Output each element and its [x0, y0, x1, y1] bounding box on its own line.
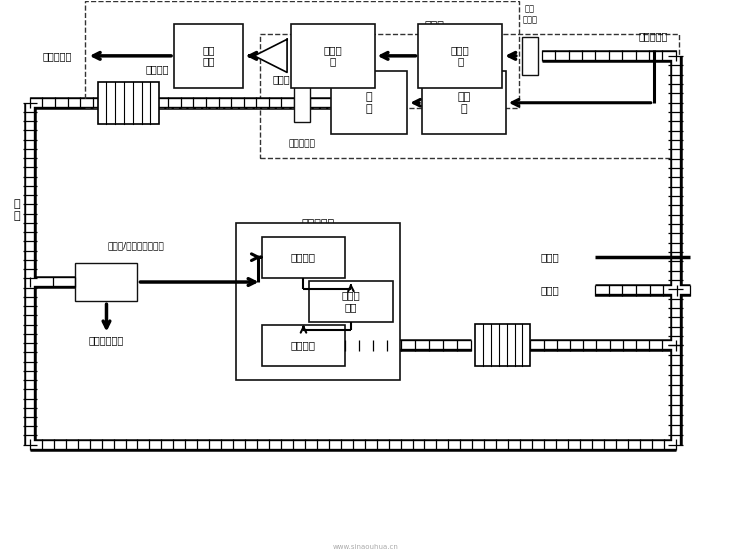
Polygon shape	[254, 39, 287, 72]
Bar	[422, 71, 506, 134]
Text: www.sinaouhua.cn: www.sinaouhua.cn	[333, 544, 398, 550]
Text: 光纤连接器: 光纤连接器	[289, 139, 316, 149]
Bar	[294, 84, 310, 122]
Text: 电信号输入: 电信号输入	[639, 32, 668, 41]
Text: 光纤合/分波器及代束器: 光纤合/分波器及代束器	[107, 242, 164, 251]
Text: 电信号输出: 电信号输出	[43, 51, 72, 61]
Bar	[262, 325, 346, 366]
Bar	[75, 263, 137, 301]
Bar	[475, 325, 531, 367]
Text: 光发端机: 光发端机	[145, 65, 170, 75]
Text: 光
源: 光 源	[366, 92, 373, 113]
Text: 信号
解调: 信号 解调	[202, 45, 215, 67]
Text: 接地保护设备: 接地保护设备	[89, 335, 124, 345]
Text: 电再生
电路: 电再生 电路	[341, 290, 360, 312]
Bar	[262, 237, 346, 278]
Bar	[98, 82, 159, 124]
Bar	[309, 280, 393, 322]
Text: 光调制器: 光调制器	[291, 341, 316, 351]
Text: 放大器: 放大器	[273, 74, 290, 84]
Bar	[260, 34, 679, 158]
Text: 光放大
器: 光放大 器	[451, 45, 470, 67]
Text: 发送端: 发送端	[425, 20, 444, 30]
Text: 光解调
器: 光解调 器	[323, 45, 342, 67]
Bar	[85, 1, 519, 108]
Text: 光纤
连接器: 光纤 连接器	[522, 5, 537, 24]
Text: 光
纤: 光 纤	[13, 200, 20, 221]
Bar	[174, 24, 243, 87]
Text: 接收端: 接收端	[308, 59, 328, 69]
Text: 光信号: 光信号	[541, 285, 559, 295]
Bar	[291, 24, 374, 87]
Bar	[418, 24, 502, 87]
Text: 再生中继器: 再生中继器	[301, 219, 335, 229]
Bar	[331, 71, 407, 134]
Bar	[523, 36, 539, 75]
Text: 电信号: 电信号	[541, 252, 559, 262]
Text: 光检波器: 光检波器	[291, 252, 316, 262]
Text: 电端
机: 电端 机	[458, 92, 471, 113]
Bar	[236, 223, 400, 380]
